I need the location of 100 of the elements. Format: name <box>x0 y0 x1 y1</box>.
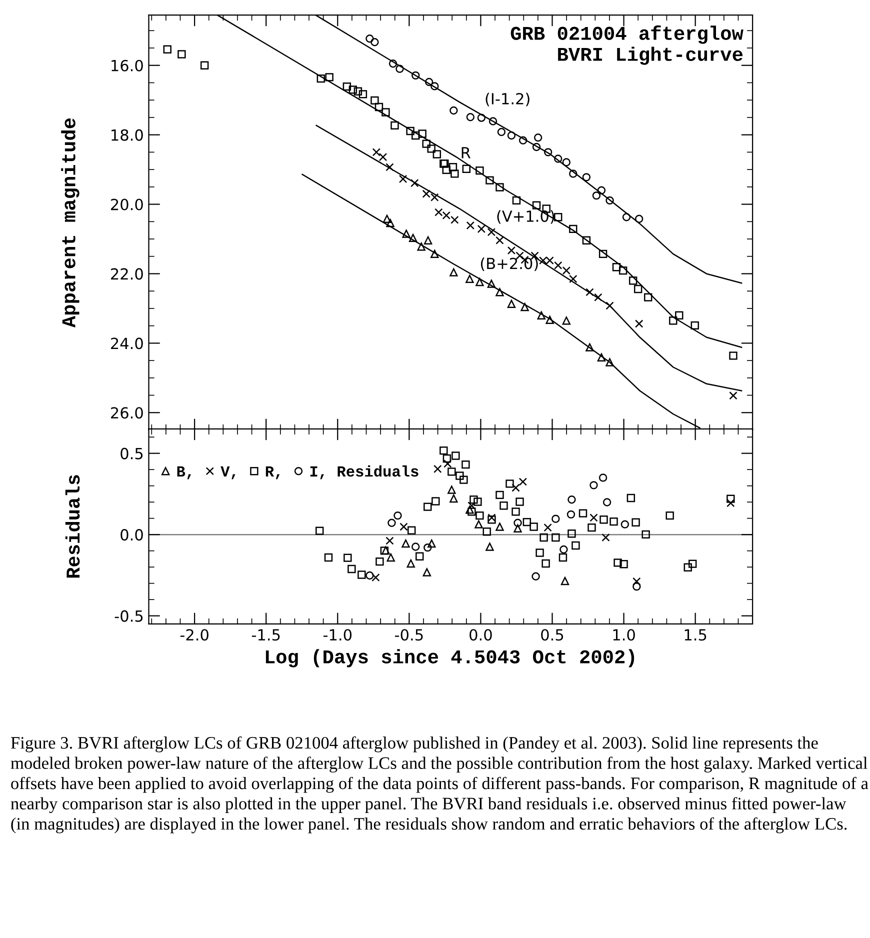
point <box>452 452 460 460</box>
point <box>592 191 601 200</box>
point <box>370 38 379 46</box>
point <box>729 392 738 400</box>
point <box>507 246 516 255</box>
y-tick-label: 0.0 <box>120 529 143 541</box>
point <box>406 559 415 568</box>
point <box>569 274 578 284</box>
point <box>396 64 404 73</box>
point <box>476 166 484 175</box>
text: GRB 021004 afterglow BVRI Light-curve <box>510 25 744 65</box>
point <box>430 82 439 90</box>
point <box>614 558 622 567</box>
annotation: (B+2.0) <box>480 257 538 272</box>
point <box>402 539 410 548</box>
point <box>560 545 568 554</box>
point <box>688 560 697 568</box>
point <box>378 152 388 162</box>
point <box>669 316 678 325</box>
point <box>386 218 394 228</box>
point <box>572 541 580 550</box>
point <box>552 514 560 523</box>
point <box>466 221 474 230</box>
legend-label: B, <box>177 466 191 480</box>
point <box>552 533 560 542</box>
y-axis-title: Residuals <box>65 475 80 578</box>
point <box>482 528 491 536</box>
point <box>442 454 452 463</box>
point <box>370 96 379 105</box>
point <box>470 496 478 504</box>
point <box>512 196 521 205</box>
point <box>450 494 458 503</box>
point <box>507 300 516 308</box>
point <box>488 516 496 524</box>
point <box>442 166 450 174</box>
point <box>450 106 458 115</box>
caption: Figure 3. BVRI afterglow LCs of GRB 021004 afterglow published in (Pandey et al. 2003). Solid line represents the modeled broken power-law nature of the afterglow LCs and the possible contribution from the host galaxy. Marked vertical offsets have been applied to avoid overlapping of the data points of different pass-bands. For comparison, R magnitude of a nearby comparison star is also plotted in the upper panel. The BVRI band residuals i.e. observed minus fitted power-law (in magnitudes) are displayed in the lower panel. The residuals show random and erratic behaviors of the afterglow LCs. <box>10 736 868 834</box>
point <box>532 572 540 580</box>
y-tick-label: 0.5 <box>120 448 143 460</box>
point <box>569 170 578 178</box>
point <box>476 278 484 286</box>
point <box>634 284 642 294</box>
point <box>450 216 459 224</box>
y-tick-label: 18.0 <box>112 129 143 141</box>
point <box>606 196 614 205</box>
point <box>386 553 395 562</box>
point <box>432 497 440 506</box>
point <box>518 136 528 144</box>
point <box>642 530 650 539</box>
point <box>358 570 366 579</box>
point <box>342 82 352 91</box>
point <box>530 522 538 531</box>
point <box>558 553 568 562</box>
point <box>477 224 486 234</box>
point <box>486 542 494 551</box>
point <box>474 520 483 528</box>
point <box>578 509 588 518</box>
point <box>534 133 542 142</box>
point <box>514 518 522 527</box>
point <box>628 276 638 285</box>
point <box>316 74 325 83</box>
point <box>448 486 456 494</box>
annotation: (V+1.0) <box>497 210 554 224</box>
point <box>462 164 470 173</box>
point <box>540 533 548 542</box>
point <box>448 468 456 476</box>
point <box>448 163 458 172</box>
point <box>394 511 402 520</box>
point <box>562 158 571 166</box>
point <box>466 506 474 514</box>
point <box>518 478 528 486</box>
point <box>354 87 362 96</box>
point <box>606 358 614 366</box>
point <box>424 78 434 86</box>
point <box>428 539 436 548</box>
point <box>390 121 399 130</box>
point <box>430 193 439 202</box>
point <box>560 576 570 586</box>
point <box>620 560 628 568</box>
point <box>598 474 608 482</box>
x-tick-label: 1.5 <box>684 629 706 641</box>
point <box>460 476 468 484</box>
legend-label: V, <box>220 466 236 480</box>
point <box>600 516 608 524</box>
point <box>602 533 610 542</box>
point <box>408 526 416 534</box>
point <box>408 234 418 242</box>
point <box>597 353 606 362</box>
point <box>344 554 352 562</box>
point <box>566 510 576 519</box>
y-tick-label: 22.0 <box>111 268 143 280</box>
point <box>554 154 562 163</box>
point <box>496 522 504 531</box>
point <box>200 61 209 70</box>
point <box>634 214 644 223</box>
point <box>537 311 546 320</box>
point <box>522 518 532 526</box>
point <box>424 502 432 511</box>
y-tick-label: 16.0 <box>112 60 143 72</box>
legend-label: I, Residuals <box>310 465 418 480</box>
